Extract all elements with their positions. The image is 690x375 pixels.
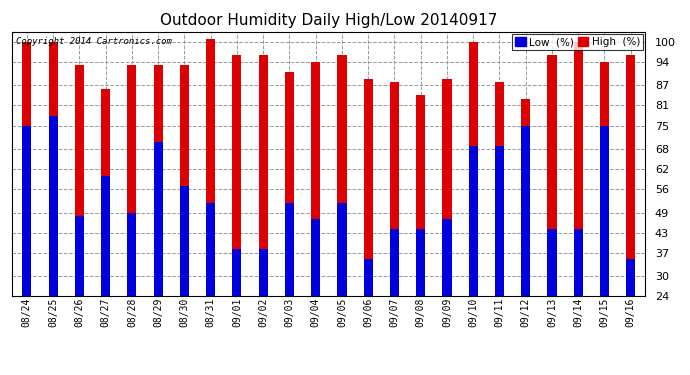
Bar xyxy=(311,219,320,296)
Bar xyxy=(469,146,477,296)
Bar xyxy=(573,42,583,296)
Bar xyxy=(206,39,215,296)
Bar xyxy=(233,249,241,296)
Bar xyxy=(390,82,399,296)
Bar xyxy=(127,65,137,296)
Bar xyxy=(48,116,58,296)
Bar xyxy=(259,55,268,296)
Bar xyxy=(180,65,189,296)
Bar xyxy=(364,79,373,296)
Bar xyxy=(285,202,294,296)
Bar xyxy=(416,96,425,296)
Bar xyxy=(442,219,451,296)
Bar xyxy=(22,126,32,296)
Bar xyxy=(154,142,163,296)
Bar xyxy=(206,202,215,296)
Bar xyxy=(442,79,451,296)
Bar xyxy=(600,62,609,296)
Bar xyxy=(101,89,110,296)
Title: Outdoor Humidity Daily High/Low 20140917: Outdoor Humidity Daily High/Low 20140917 xyxy=(160,13,497,28)
Bar xyxy=(337,55,346,296)
Bar xyxy=(495,146,504,296)
Bar xyxy=(22,42,32,296)
Bar xyxy=(127,213,137,296)
Bar xyxy=(75,65,84,296)
Bar xyxy=(600,126,609,296)
Bar xyxy=(75,216,84,296)
Legend: Low  (%), High  (%): Low (%), High (%) xyxy=(512,34,643,50)
Bar xyxy=(521,99,531,296)
Bar xyxy=(259,249,268,296)
Bar xyxy=(626,55,635,296)
Bar xyxy=(547,230,557,296)
Bar xyxy=(180,186,189,296)
Text: Copyright 2014 Cartronics.com: Copyright 2014 Cartronics.com xyxy=(16,37,171,46)
Bar xyxy=(154,65,163,296)
Bar xyxy=(337,202,346,296)
Bar xyxy=(626,260,635,296)
Bar xyxy=(547,55,557,296)
Bar xyxy=(521,126,531,296)
Bar xyxy=(285,72,294,296)
Bar xyxy=(495,82,504,296)
Bar xyxy=(233,55,241,296)
Bar xyxy=(416,230,425,296)
Bar xyxy=(311,62,320,296)
Bar xyxy=(469,42,477,296)
Bar xyxy=(364,260,373,296)
Bar xyxy=(101,176,110,296)
Bar xyxy=(573,230,583,296)
Bar xyxy=(48,42,58,296)
Bar xyxy=(390,230,399,296)
